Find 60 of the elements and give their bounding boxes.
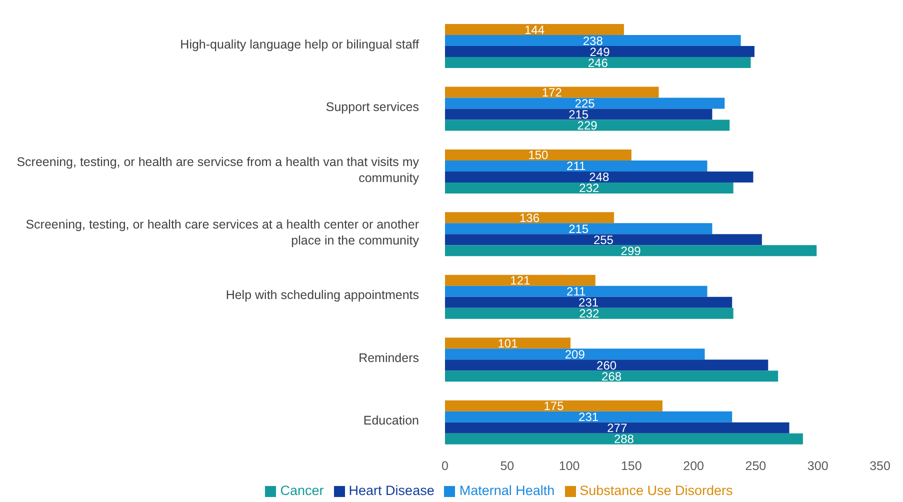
bar [445,160,708,172]
bar [445,120,730,131]
bar [445,223,712,234]
bar [445,370,778,382]
data-label: 255 [593,232,614,247]
bar [445,86,659,98]
bar [445,98,725,109]
bar [445,182,734,194]
legend-label: Maternal Health [459,483,555,498]
legend-label: Cancer [280,483,324,498]
x-tick-label: 350 [870,458,890,473]
bar [445,245,817,256]
bar [445,35,741,46]
data-label: 121 [510,274,531,288]
x-tick-label: 250 [745,458,766,473]
y-tick-label: Screening, testing, or health care services at a health center or another place in the community [26,218,420,248]
bar [445,46,754,58]
y-tick-label: High-quality language help or bilingual staff [180,38,420,52]
data-label: 211 [566,159,586,174]
bar [445,433,803,444]
bar [445,108,712,120]
data-label: 136 [520,210,540,225]
bar [445,171,754,182]
y-tick-label: Screening, testing, or health are servicse from a health van that visits my community [16,155,420,186]
bar [445,149,632,160]
data-label: 231 [578,410,599,424]
y-tick-label: Reminders [358,351,419,366]
bar [445,24,624,36]
x-tick-label: 150 [621,458,642,473]
bar [445,400,662,412]
x-tick-label: 300 [807,458,828,473]
legend-label: Substance Use Disorders [580,483,733,498]
data-label: 209 [564,347,586,362]
x-tick-label: 100 [558,458,580,473]
bar [445,274,596,286]
y-tick-label: Support services [326,100,419,114]
bar [445,286,708,297]
bar [445,422,790,434]
data-label: 150 [528,148,549,162]
x-tick-label: 200 [683,458,704,473]
y-tick-label: Education [363,414,420,428]
data-label: 101 [498,336,518,350]
data-label: 144 [524,22,545,37]
bar [445,348,705,360]
bar [445,360,768,371]
data-label: 299 [620,244,642,258]
x-tick-label: 50 [500,458,514,473]
y-tick-label: Help with scheduling appointments [226,288,419,303]
bar [445,411,732,422]
bar [445,296,732,308]
bar [445,234,762,246]
legend-label: Heart Disease [348,483,434,498]
bar [445,57,751,68]
bar [445,308,734,319]
data-label: 215 [568,222,589,236]
x-tick-label: 0 [442,458,449,473]
data-label: 175 [544,399,564,414]
bar [445,338,571,349]
data-label: 172 [542,86,562,100]
bar [445,212,614,224]
